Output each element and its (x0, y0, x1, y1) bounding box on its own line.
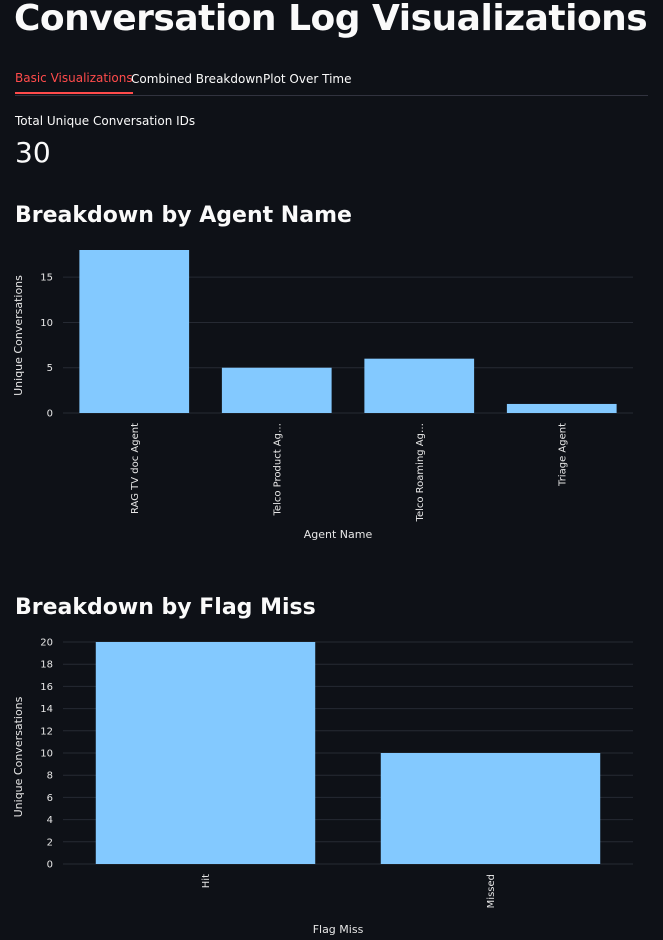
agent-y-tick-label: 10 (40, 318, 53, 329)
agent-x-tick-label: Triage Agent (557, 423, 568, 487)
tab-basic-visualizations[interactable]: Basic Visualizations (15, 64, 133, 94)
agent-bar[interactable] (506, 403, 617, 413)
flag-y-axis-title: Unique Conversations (12, 696, 25, 817)
flag-y-tick-label: 6 (47, 793, 53, 804)
flag-y-tick-label: 20 (40, 638, 53, 649)
flag-y-tick-label: 14 (40, 704, 53, 715)
flag-section-title: Breakdown by Flag Miss (15, 595, 316, 620)
agent-bar[interactable] (364, 358, 475, 413)
flag-x-tick-label: Hit (201, 874, 212, 888)
flag-y-tick-label: 10 (40, 749, 53, 760)
agent-section-title: Breakdown by Agent Name (15, 203, 352, 228)
flag-y-tick-label: 2 (47, 837, 53, 848)
agent-y-axis-title: Unique Conversations (12, 275, 25, 396)
flag-miss-bar-chart: 0 2 4 6 8 10 12 14 16 18 20 Hit Missed Unique Convers… (12, 638, 633, 936)
agent-bar[interactable] (79, 250, 190, 413)
tab-bar: Basic Visualizations Combined Breakdown … (15, 64, 648, 96)
flag-y-tick-label: 12 (40, 726, 53, 737)
agent-x-tick-label: RAG TV doc Agent (130, 423, 141, 514)
flag-x-axis-title: Flag Miss (313, 923, 364, 936)
page-title: Conversation Log Visualizations (14, 0, 648, 39)
tab-combined-breakdown[interactable]: Combined Breakdown (131, 64, 263, 94)
agent-x-axis-title: Agent Name (304, 528, 373, 541)
metric-label: Total Unique Conversation IDs (15, 114, 196, 128)
tab-plot-over-time[interactable]: Plot Over Time (263, 64, 351, 94)
agent-name-bar-chart: 0 5 10 15 RAG TV doc Agent Telco Product Ag… T… (12, 250, 633, 541)
agent-y-tick-label: 15 (40, 273, 53, 284)
agent-x-tick-label: Telco Roaming Ag… (415, 423, 426, 522)
agent-bar[interactable] (221, 367, 332, 413)
agent-y-tick-label: 5 (47, 363, 53, 374)
agent-x-tick-label: Telco Product Ag… (272, 423, 283, 516)
flag-y-tick-label: 16 (40, 682, 53, 693)
flag-y-tick-label: 18 (40, 660, 53, 671)
metric-value: 30 (15, 136, 51, 169)
agent-y-tick-label: 0 (47, 409, 53, 420)
flag-bar[interactable] (380, 753, 601, 864)
flag-y-tick-label: 0 (47, 860, 53, 871)
flag-y-tick-label: 4 (47, 815, 53, 826)
flag-bar[interactable] (95, 642, 316, 864)
flag-x-tick-label: Missed (486, 874, 497, 908)
flag-y-tick-label: 8 (47, 771, 53, 782)
